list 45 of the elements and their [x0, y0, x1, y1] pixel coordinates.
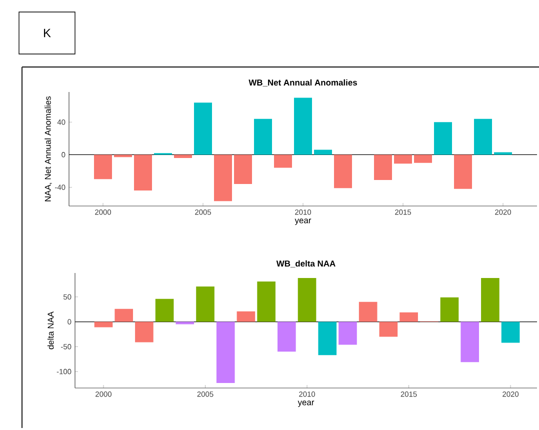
- bar: [414, 154, 432, 163]
- bar: [94, 154, 112, 180]
- bar: [379, 322, 398, 337]
- chart-title: WB_Net Annual Anomalies: [248, 79, 357, 86]
- bar: [440, 297, 459, 322]
- chart-title: WB_delta NAA: [276, 260, 336, 268]
- bar: [481, 278, 500, 322]
- bar: [194, 102, 212, 155]
- bar: [274, 154, 292, 168]
- bar: [114, 154, 132, 158]
- bar: [394, 154, 412, 164]
- x-axis-title: year: [294, 218, 312, 225]
- bar: [338, 322, 357, 345]
- bar: [358, 302, 378, 322]
- bar: [257, 281, 276, 322]
- bar: [314, 150, 332, 155]
- bar: [400, 312, 418, 322]
- bar: [298, 278, 316, 322]
- bar: [176, 322, 194, 324]
- bar: [135, 322, 154, 342]
- bar: [460, 322, 480, 362]
- bar: [374, 154, 392, 180]
- bar: [254, 118, 272, 155]
- y-axis-title: NAA, Net Annual Anomalies: [44, 96, 52, 202]
- bar: [174, 154, 192, 158]
- bar: [434, 122, 452, 155]
- bar: [155, 298, 174, 322]
- bar: [501, 322, 520, 343]
- bar: [278, 322, 296, 352]
- bar: [196, 286, 214, 322]
- bar: [214, 154, 232, 202]
- bar: [134, 154, 152, 191]
- bar: [474, 118, 492, 155]
- bar: [334, 154, 352, 188]
- bar: [94, 322, 113, 328]
- text: K: [44, 28, 51, 38]
- y-axis-title: delta NAA: [47, 311, 54, 350]
- bar: [454, 154, 472, 189]
- bar: [294, 98, 312, 155]
- bar: [236, 311, 256, 322]
- bar: [318, 322, 337, 356]
- bar: [216, 322, 235, 384]
- bar: [234, 154, 252, 184]
- bar: [114, 308, 134, 322]
- x-axis-title: year: [298, 400, 314, 407]
